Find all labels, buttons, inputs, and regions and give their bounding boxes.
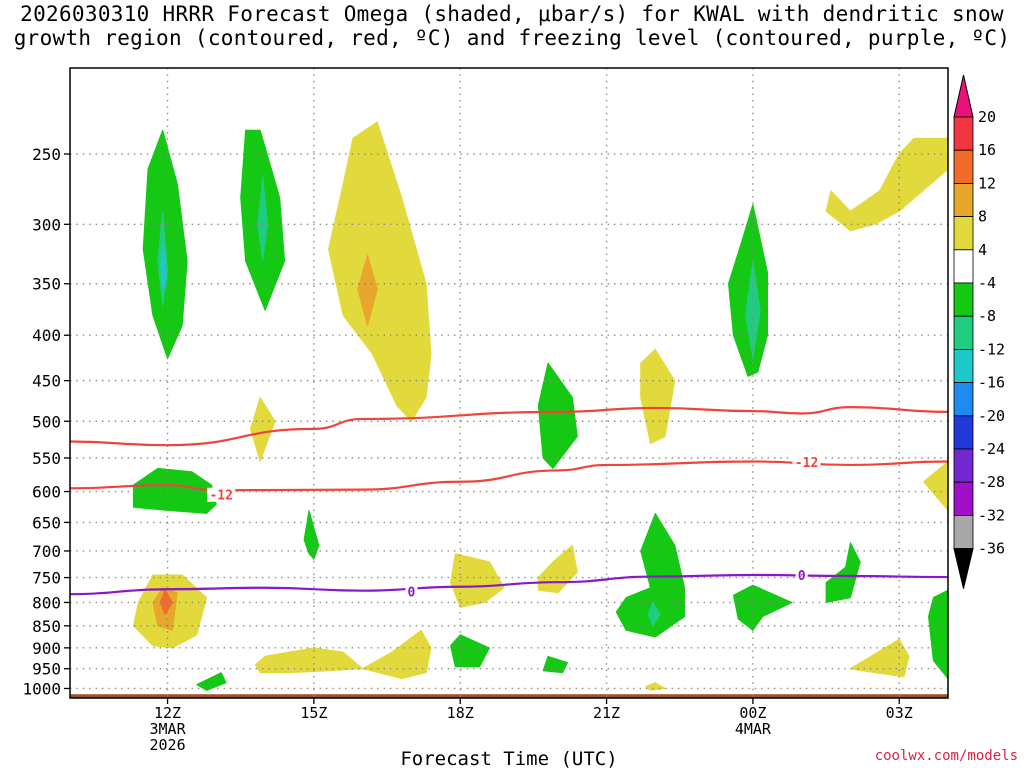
- colorbar-swatch-2: [953, 182, 974, 217]
- omega-region-29: [928, 589, 948, 680]
- y-tick-label-250: 250: [32, 145, 61, 164]
- omega-region-20: [728, 204, 768, 377]
- y-tick-label-400: 400: [32, 326, 61, 345]
- colorbar-label-1: 16: [978, 141, 996, 159]
- dgz-top-isotherm-line: [70, 406, 948, 447]
- colorbar-swatch-11: [953, 481, 974, 516]
- y-tick-label-350: 350: [32, 275, 61, 294]
- credit-text: coolwx.com/models: [874, 748, 1018, 764]
- omega-region-24: [303, 509, 320, 560]
- x-axis-title: Forecast Time (UTC): [400, 748, 617, 768]
- y-tick-label-950: 950: [32, 660, 61, 679]
- chart-title-line-1: 2026030310 HRRR Forecast Omega (shaded, …: [20, 2, 1004, 26]
- contour-label-bg-1: [792, 455, 821, 470]
- colorbar-label-9: -20: [978, 407, 1005, 425]
- omega-region-25: [615, 512, 686, 638]
- omega-region-1: [357, 254, 378, 326]
- x-tick-label-15Z: 15Z: [300, 704, 327, 722]
- colorbar-swatch-10: [953, 448, 974, 483]
- x-tick-year-12Z: 2026: [149, 736, 185, 754]
- y-tick-label-700: 700: [32, 542, 61, 561]
- omega-region-11: [254, 647, 364, 674]
- omega-region-5: [923, 461, 948, 511]
- omega-region-21: [745, 260, 761, 360]
- contour-label-3: 0: [798, 569, 806, 584]
- contour-label-0: -12: [209, 489, 232, 504]
- plot-area: -12 -12 0 0: [70, 68, 948, 698]
- omega-region-2: [250, 396, 276, 462]
- omega-region-28: [825, 542, 861, 603]
- colorbar-bottom-arrow: [953, 548, 974, 589]
- colorbar-swatch-12: [953, 515, 974, 550]
- colorbar-swatch-7: [953, 348, 974, 383]
- colorbar-label-4: 4: [978, 241, 987, 259]
- colorbar-top-arrow: [953, 74, 974, 118]
- surface-terrain: [70, 694, 948, 698]
- contour-label-bg-2: [405, 584, 418, 599]
- colorbar-label-2: 12: [978, 174, 996, 192]
- y-tick-label-850: 850: [32, 617, 61, 636]
- omega-region-3: [640, 348, 676, 445]
- omega-region-30: [450, 634, 490, 668]
- x-tick-label-00Z: 00Z: [739, 704, 766, 722]
- omega-region-31: [542, 655, 568, 674]
- contour-label-2: 0: [408, 586, 416, 601]
- colorbar-label-12: -32: [978, 506, 1005, 524]
- colorbar-swatch-6: [953, 315, 974, 350]
- omega-region-19: [257, 176, 269, 262]
- chart-title-line-2: growth region (contoured, red, ºC) and f…: [13, 26, 1011, 50]
- colorbar-swatch-3: [953, 216, 974, 251]
- omega-region-13: [849, 638, 910, 678]
- plot-border: [69, 67, 949, 699]
- colorbar-label-7: -12: [978, 340, 1005, 358]
- chart-title: 2026030310 HRRR Forecast Omega (shaded, …: [0, 2, 1024, 50]
- omega-region-22: [537, 362, 578, 469]
- x-tick-label-21Z: 21Z: [593, 704, 620, 722]
- freezing-level-line: [70, 573, 948, 596]
- colorbar-label-10: -24: [978, 440, 1005, 458]
- x-tick-label-12Z: 12Z: [154, 704, 181, 722]
- y-tick-label-800: 800: [32, 593, 61, 612]
- omega-region-32: [196, 672, 227, 691]
- y-tick-label-300: 300: [32, 215, 61, 234]
- colorbar-swatch-9: [953, 415, 974, 450]
- colorbar-swatch-5: [953, 282, 974, 317]
- colorbar-swatch-0: [953, 116, 974, 151]
- colorbar-label-11: -28: [978, 473, 1005, 491]
- omega-region-14: [645, 682, 666, 691]
- omega-region-17: [160, 242, 167, 290]
- colorbar-label-3: 8: [978, 208, 987, 226]
- y-tick-label-750: 750: [32, 569, 61, 588]
- contour-label-1: -12: [795, 456, 818, 471]
- x-tick-date-12Z: 3MAR: [149, 720, 186, 738]
- colorbar-label-8: -16: [978, 374, 1005, 392]
- omega-region-23: [132, 467, 217, 514]
- x-tick-date-00Z: 4MAR: [735, 720, 772, 738]
- y-tick-label-900: 900: [32, 639, 61, 658]
- omega-region-9: [450, 553, 505, 608]
- omega-region-27: [732, 584, 793, 631]
- y-tick-label-600: 600: [32, 483, 61, 502]
- contour-label-bg-0: [207, 487, 236, 502]
- y-tick-label-1000: 1000: [22, 679, 61, 698]
- colorbar-swatch-8: [953, 382, 974, 417]
- y-tick-label-650: 650: [32, 513, 61, 532]
- omega-region-12: [362, 629, 432, 680]
- x-tick-label-18Z: 18Z: [447, 704, 474, 722]
- omega-region-4: [825, 137, 948, 232]
- colorbar-swatch-4: [953, 249, 974, 284]
- omega-region-0: [328, 121, 432, 422]
- omega-region-10: [537, 544, 578, 594]
- colorbar-label-6: -8: [978, 307, 996, 325]
- x-tick-label-03Z: 03Z: [886, 704, 913, 722]
- colorbar-label-13: -36: [978, 540, 1005, 558]
- y-tick-label-450: 450: [32, 372, 61, 391]
- colorbar-label-0: 20: [978, 108, 996, 126]
- colorbar-label-5: -4: [978, 274, 996, 292]
- colorbar-swatch-1: [953, 149, 974, 184]
- contour-label-bg-3: [795, 567, 808, 582]
- y-tick-label-550: 550: [32, 449, 61, 468]
- y-tick-label-500: 500: [32, 412, 61, 431]
